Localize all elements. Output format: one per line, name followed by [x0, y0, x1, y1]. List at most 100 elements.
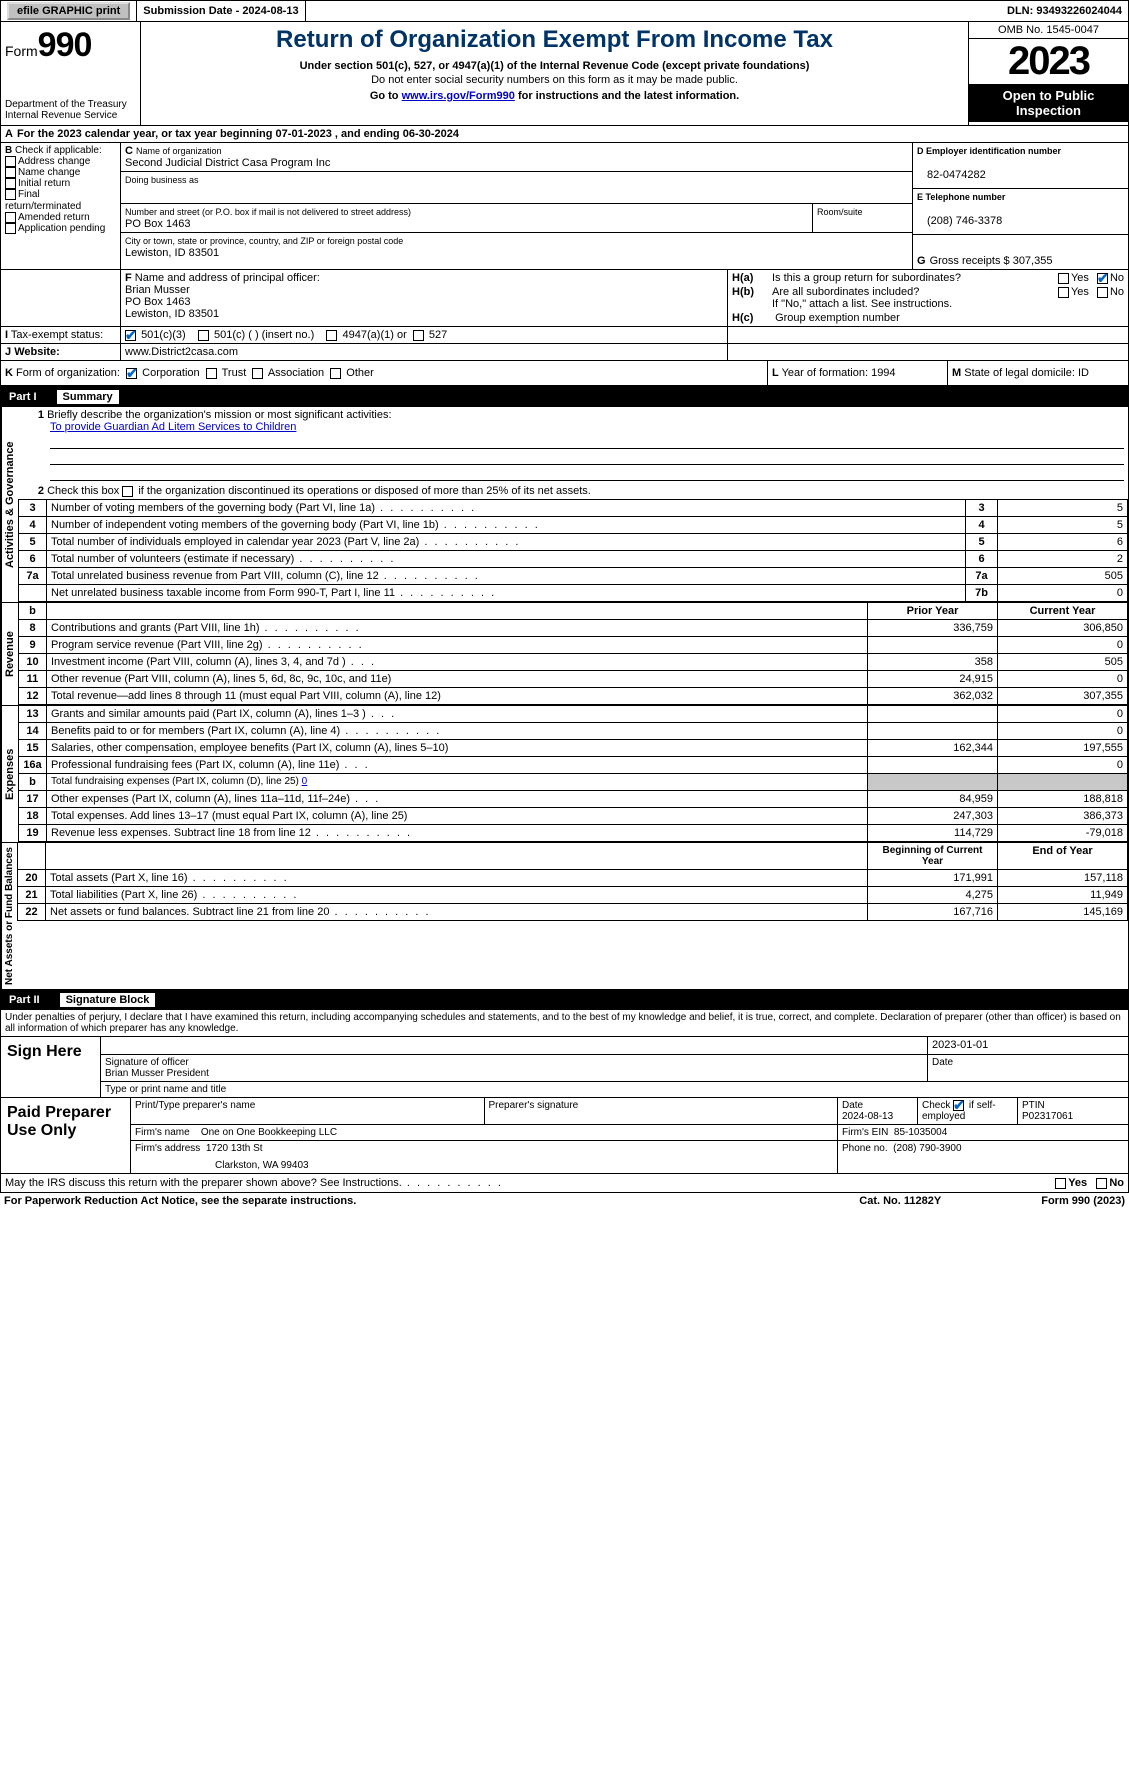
checkbox-other[interactable]: [330, 368, 341, 379]
checkbox-corp[interactable]: [126, 368, 137, 379]
e-text: Salaries, other compensation, employee b…: [51, 742, 448, 754]
part-ii-label: Part II: [9, 994, 40, 1006]
paid-preparer-block: Paid Preparer Use Only Print/Type prepar…: [0, 1098, 1129, 1174]
firm-name-label: Firm's name: [135, 1127, 190, 1138]
checkbox-self-employed[interactable]: [953, 1100, 964, 1111]
g-row-num: 7a: [19, 568, 47, 585]
e-text: Total expenses. Add lines 13–17 (must eq…: [51, 810, 407, 822]
efile-print-button[interactable]: efile GRAPHIC print: [7, 2, 130, 20]
checkbox-ha-no[interactable]: [1097, 273, 1108, 284]
goto-suffix: for instructions and the latest informat…: [515, 90, 739, 102]
line-i: I Tax-exempt status: 501(c)(3) 501(c) ( …: [0, 327, 1129, 344]
n-cy: 145,169: [998, 904, 1128, 921]
footer-left: For Paperwork Reduction Act Notice, see …: [4, 1195, 356, 1207]
street-address: PO Box 1463: [125, 218, 190, 230]
firm-phone: (208) 790-3900: [893, 1143, 961, 1154]
line2-text-post: if the organization discontinued its ope…: [138, 485, 591, 497]
g-row-text: Total number of volunteers (estimate if …: [51, 553, 395, 565]
firm-ein-label: Firm's EIN: [842, 1127, 888, 1138]
revenue-label: Revenue: [1, 603, 18, 705]
l-label: L: [772, 367, 779, 379]
firm-ein: 85-1035004: [894, 1127, 947, 1138]
ha-yes: Yes: [1071, 272, 1089, 284]
opt-app-pending: Application pending: [18, 223, 105, 234]
prep-sig-label: Preparer's signature: [485, 1098, 839, 1125]
sig-officer-label: Signature of officer: [105, 1057, 189, 1068]
g-row-text: Number of independent voting members of …: [51, 519, 540, 531]
discuss-yes: Yes: [1068, 1177, 1087, 1189]
checkbox-app-pending[interactable]: [5, 223, 16, 234]
footer-cat: Cat. No. 11282Y: [859, 1195, 941, 1207]
sign-date: 2023-01-01: [928, 1037, 1128, 1055]
checkbox-initial-return[interactable]: [5, 178, 16, 189]
e-py-shaded: [868, 774, 998, 791]
g-row-text: Number of voting members of the governin…: [51, 502, 476, 514]
checkbox-4947[interactable]: [326, 330, 337, 341]
r-cy: 0: [998, 637, 1128, 654]
part-i-header: Part I Summary: [0, 387, 1129, 407]
mission-text[interactable]: To provide Guardian Ad Litem Services to…: [50, 421, 296, 433]
sign-here-label: Sign Here: [1, 1037, 101, 1097]
g-row-val: 2: [998, 551, 1128, 568]
sign-here-block: Sign Here 2023-01-01 Signature of office…: [0, 1036, 1129, 1098]
checkbox-final-return[interactable]: [5, 189, 16, 200]
checkbox-amended[interactable]: [5, 212, 16, 223]
g-row-val: 5: [998, 517, 1128, 534]
n-py: 4,275: [868, 887, 998, 904]
opt-final-return: Final return/terminated: [5, 190, 81, 212]
line2-text-pre: Check this box: [47, 485, 122, 497]
checkbox-discuss-no[interactable]: [1096, 1178, 1107, 1189]
net-hdr-py: Beginning of Current Year: [868, 843, 998, 870]
r-py: 336,759: [868, 620, 998, 637]
firm-addr-label: Firm's address: [135, 1143, 200, 1154]
footer-form-num: 990: [1072, 1195, 1090, 1207]
form-header: Form990 Department of the Treasury Inter…: [0, 22, 1129, 125]
irs-link[interactable]: www.irs.gov/Form990: [402, 90, 515, 102]
r-py: [868, 637, 998, 654]
opt-assoc: Association: [268, 367, 324, 379]
g-row-val: 0: [998, 585, 1128, 602]
d-label: D Employer identification number: [917, 146, 1061, 156]
checkbox-ha-yes[interactable]: [1058, 273, 1069, 284]
checkbox-trust[interactable]: [206, 368, 217, 379]
checkbox-501c3[interactable]: [125, 330, 136, 341]
checkbox-discontinued[interactable]: [122, 486, 133, 497]
checkbox-527[interactable]: [413, 330, 424, 341]
line1-text: Briefly describe the organization's miss…: [47, 409, 391, 421]
hb-yes: Yes: [1071, 286, 1089, 298]
top-bar: efile GRAPHIC print Submission Date - 20…: [0, 0, 1129, 22]
ptin-value: P02317061: [1022, 1111, 1073, 1122]
penalty-text: Under penalties of perjury, I declare th…: [0, 1010, 1129, 1036]
checkbox-discuss-yes[interactable]: [1055, 1178, 1066, 1189]
e-py: 247,303: [868, 808, 998, 825]
r-text: Program service revenue (Part VIII, line…: [51, 639, 364, 651]
gross-receipts: Gross receipts $ 307,355: [930, 255, 1053, 267]
opt-other: Other: [346, 367, 374, 379]
firm-name: One on One Bookkeeping LLC: [201, 1127, 337, 1138]
ha-label: H(a): [732, 272, 772, 284]
e-text: Grants and similar amounts paid (Part IX…: [51, 708, 396, 720]
e-num: 18: [19, 808, 47, 825]
governance-table: 3Number of voting members of the governi…: [18, 499, 1128, 602]
checkbox-address-change[interactable]: [5, 156, 16, 167]
checkbox-hb-yes[interactable]: [1058, 287, 1069, 298]
g-row-num: 4: [19, 517, 47, 534]
officer-addr1: PO Box 1463: [125, 296, 190, 308]
checkbox-assoc[interactable]: [252, 368, 263, 379]
r-cy: 505: [998, 654, 1128, 671]
checkbox-hb-no[interactable]: [1097, 287, 1108, 298]
r-num: 8: [19, 620, 47, 637]
checkbox-name-change[interactable]: [5, 167, 16, 178]
e-label: E Telephone number: [917, 192, 1005, 202]
ptin-label: PTIN: [1022, 1100, 1045, 1111]
e-num: 16a: [19, 757, 47, 774]
part-ii-title: Signature Block: [60, 993, 156, 1007]
e-text: Revenue less expenses. Subtract line 18 …: [51, 827, 412, 839]
r-cy: 0: [998, 671, 1128, 688]
line-a: A For the 2023 calendar year, or tax yea…: [0, 125, 1129, 143]
paid-preparer-label: Paid Preparer Use Only: [1, 1098, 131, 1173]
checkbox-501c[interactable]: [198, 330, 209, 341]
g-row-box: 6: [966, 551, 998, 568]
officer-name-title: Brian Musser President: [105, 1068, 209, 1079]
footer-form-pre: Form: [1041, 1195, 1072, 1207]
